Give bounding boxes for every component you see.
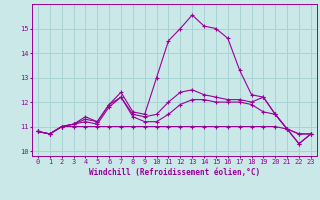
X-axis label: Windchill (Refroidissement éolien,°C): Windchill (Refroidissement éolien,°C) (89, 168, 260, 177)
